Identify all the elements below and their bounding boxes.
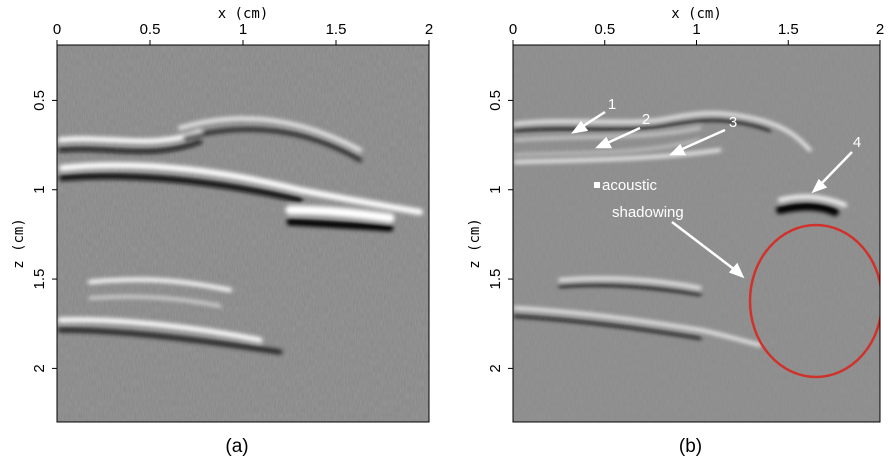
x-tick-label: 2: [876, 21, 884, 38]
seismic-image-b: [513, 45, 880, 422]
y-tick-label: 1.5: [487, 269, 504, 290]
y-axis-label: z (cm): [467, 218, 483, 269]
note: acoustic: [602, 177, 658, 194]
shadow-ellipse: [748, 223, 880, 379]
y-tick-label: 2: [31, 364, 48, 372]
x-tick-label: 1: [692, 21, 700, 38]
x-tick-label: 0: [509, 21, 517, 38]
x-tick-label: 0.5: [594, 21, 615, 38]
y-tick-label: 0.5: [31, 90, 48, 111]
x-tick-label: 1.5: [778, 21, 799, 38]
x-tick-label: 1: [239, 21, 247, 38]
annotation: 3: [729, 114, 737, 131]
x-tick-label: 0.5: [140, 21, 161, 38]
caption: (a): [225, 436, 248, 457]
y-tick-label: 1: [487, 186, 504, 194]
x-tick-label: 2: [425, 21, 433, 38]
y-tick-label: 1.5: [31, 269, 48, 290]
annotation: 4: [853, 134, 861, 151]
arrows: [571, 110, 853, 279]
y-tick-label: 1: [31, 186, 48, 194]
x-axis-label: x (cm): [671, 6, 722, 22]
y-axis-label: z (cm): [11, 218, 27, 269]
y-tick-label: 2: [487, 364, 504, 372]
seismic-image-a: [57, 45, 429, 422]
x-tick-label: 1.5: [326, 21, 347, 38]
annotation: 1: [608, 96, 616, 113]
x-tick-label: 0: [53, 21, 61, 38]
annotation: 2: [642, 111, 650, 128]
note: shadowing: [612, 204, 684, 221]
y-tick-label: 0.5: [487, 90, 504, 111]
caption: (b): [679, 436, 702, 457]
x-axis-label: x (cm): [218, 6, 269, 22]
